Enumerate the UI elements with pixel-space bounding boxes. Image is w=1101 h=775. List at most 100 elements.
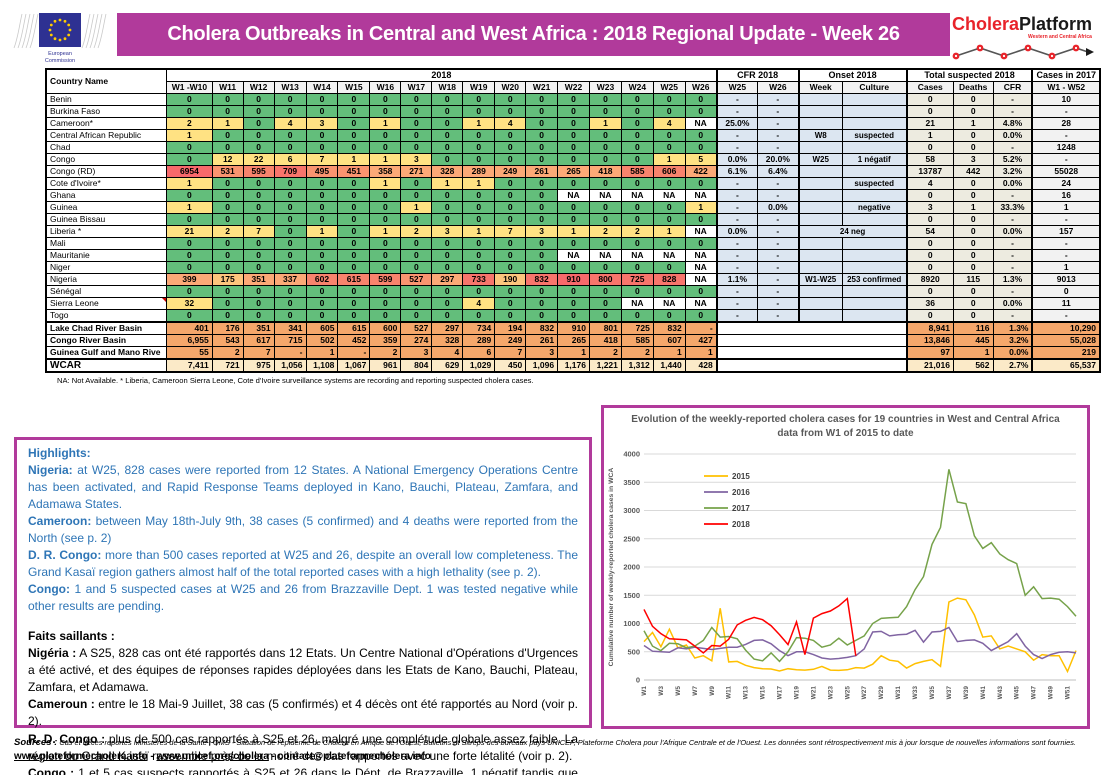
- table-cell: 0: [952, 213, 994, 226]
- table-cell: 832: [652, 321, 686, 335]
- table-cell: 20.0%: [757, 153, 800, 166]
- fait-cameroun: Cameroun : entre le 18 Mai-9 Juillet, 38…: [28, 697, 578, 729]
- table-cell: 0: [211, 141, 244, 154]
- table-cell: 427: [684, 334, 718, 347]
- table-cell: 0: [305, 309, 339, 323]
- col-header-week: W26: [684, 81, 718, 94]
- table-cell: 0: [431, 141, 464, 154]
- table-cell: 0: [525, 249, 559, 262]
- table-cell: 0: [684, 213, 718, 226]
- table-cell: 0: [211, 261, 244, 274]
- table-cell: 1,221: [588, 358, 622, 373]
- y-tick-label: 3000: [623, 506, 640, 515]
- table-cell: 0: [494, 201, 527, 214]
- table-cell: 0.0%: [715, 225, 759, 238]
- table-cell: 615: [337, 321, 371, 335]
- table-cell: 527: [400, 321, 433, 335]
- faits-saillants-title: Faits saillants :: [28, 629, 115, 644]
- table-cell: 0.0%: [992, 346, 1033, 360]
- table-cell: 0: [620, 129, 654, 142]
- link-unicef-cholera[interactable]: www.unicef.org/cholera: [156, 751, 269, 762]
- table-cell: NA: [684, 297, 718, 310]
- weekly-cases-table: Country Name 2018 CFR 2018 Onset 2018 To…: [45, 68, 1101, 373]
- table-cell: 0: [684, 177, 718, 190]
- table-cell: 0: [400, 237, 433, 250]
- table-cell: 0: [462, 309, 496, 323]
- wcar-row: WCAR 7,411 721 975 1,056 1,108 1,067 961 804 629 1…: [45, 358, 1101, 373]
- table-cell: 734: [462, 321, 496, 335]
- x-tick-label: W27: [861, 686, 868, 700]
- table-cell: 0: [952, 141, 994, 154]
- table-cell: 1: [166, 201, 213, 214]
- country-row: Mali 0 0 0 0 0 0 0 0 0 0 0 0 0 0 0 0 0- -0 0- -: [45, 237, 1101, 250]
- table-cell: 0: [494, 105, 527, 118]
- table-cell: 337: [273, 273, 307, 286]
- table-cell: [715, 358, 908, 373]
- table-cell: 0: [525, 297, 559, 310]
- table-cell: 3: [431, 225, 464, 238]
- table-cell: [797, 105, 843, 118]
- table-cell: 351: [242, 321, 275, 335]
- y-axis-label: Cumulative number of weekly-reported cho…: [608, 468, 615, 667]
- x-tick-label: W15: [760, 686, 767, 700]
- table-cell: 4.8%: [992, 117, 1033, 130]
- table-cell: 341: [273, 321, 307, 335]
- table-cell: 0: [369, 189, 402, 202]
- table-cell: 9013: [1031, 273, 1101, 286]
- table-cell: 0: [431, 261, 464, 274]
- table-cell: -: [715, 249, 759, 262]
- table-cell: -: [757, 237, 800, 250]
- table-cell: 0: [166, 105, 213, 118]
- link-plateformecholera[interactable]: www.plateformecholera.info: [14, 751, 148, 762]
- table-cell: Ghana: [45, 189, 168, 202]
- table-cell: 0: [525, 201, 559, 214]
- table-cell: 0: [273, 189, 307, 202]
- table-cell: 1: [557, 346, 590, 360]
- table-cell: 0: [462, 153, 496, 166]
- country-row: Sénégal 0 0 0 0 0 0 0 0 0 0 0 0 0 0 0 0 0- -0 0-0: [45, 285, 1101, 298]
- table-cell: 0: [242, 249, 275, 262]
- table-cell: NA: [620, 189, 654, 202]
- table-cell: 25.0%: [715, 117, 759, 130]
- table-cell: 6954: [166, 165, 213, 178]
- table-cell: 10: [1031, 93, 1101, 106]
- table-cell: Cameroon*: [45, 117, 168, 130]
- table-cell: [797, 201, 843, 214]
- table-cell: 1.3%: [992, 321, 1033, 335]
- table-cell: 0: [431, 249, 464, 262]
- table-cell: 261: [525, 334, 559, 347]
- table-cell: 0: [369, 201, 402, 214]
- table-cell: 0: [1031, 285, 1101, 298]
- table-cell: 0: [905, 237, 954, 250]
- table-cell: 629: [431, 358, 464, 373]
- table-cell: 1: [369, 225, 402, 238]
- table-cell: 0: [557, 93, 590, 106]
- country-row: Central African Republic 1 0 0 0 0 0 0 0 0 0 0 0 0 0 0 0…: [45, 129, 1101, 142]
- table-cell: -: [715, 105, 759, 118]
- table-cell: 7: [242, 346, 275, 360]
- table-cell: 0: [494, 93, 527, 106]
- table-cell: 0: [952, 309, 994, 323]
- table-cell: 265: [557, 334, 590, 347]
- table-cell: NA: [684, 273, 718, 286]
- table-cell: 0: [305, 129, 339, 142]
- table-cell: 1: [652, 225, 686, 238]
- country-row: Mauritanie 0 0 0 0 0 0 0 0 0 0 0 0 NA NA NA NA NA - -0 0- -: [45, 249, 1101, 262]
- table-cell: 1: [588, 117, 622, 130]
- table-cell: NA: [684, 225, 718, 238]
- page-title-banner: Cholera Outbreaks in Central and West Af…: [117, 13, 950, 56]
- table-cell: 0: [905, 213, 954, 226]
- table-cell: -: [715, 189, 759, 202]
- table-cell: 0: [952, 237, 994, 250]
- table-cell: 65,537: [1031, 358, 1101, 373]
- table-cell: 0: [620, 93, 654, 106]
- fait-nigeria: Nigéria : A S25, 828 cas ont été rapport…: [28, 646, 578, 695]
- table-cell: Central African Republic: [45, 129, 168, 142]
- series-line-2016: [643, 626, 1077, 660]
- table-cell: -: [992, 285, 1033, 298]
- link-contact-email[interactable]: contact@plateformecholera.info: [277, 751, 431, 762]
- legend-label: 2018: [732, 520, 750, 529]
- table-cell: 289: [462, 165, 496, 178]
- table-cell: 0: [557, 285, 590, 298]
- table-cell: Benin: [45, 93, 168, 106]
